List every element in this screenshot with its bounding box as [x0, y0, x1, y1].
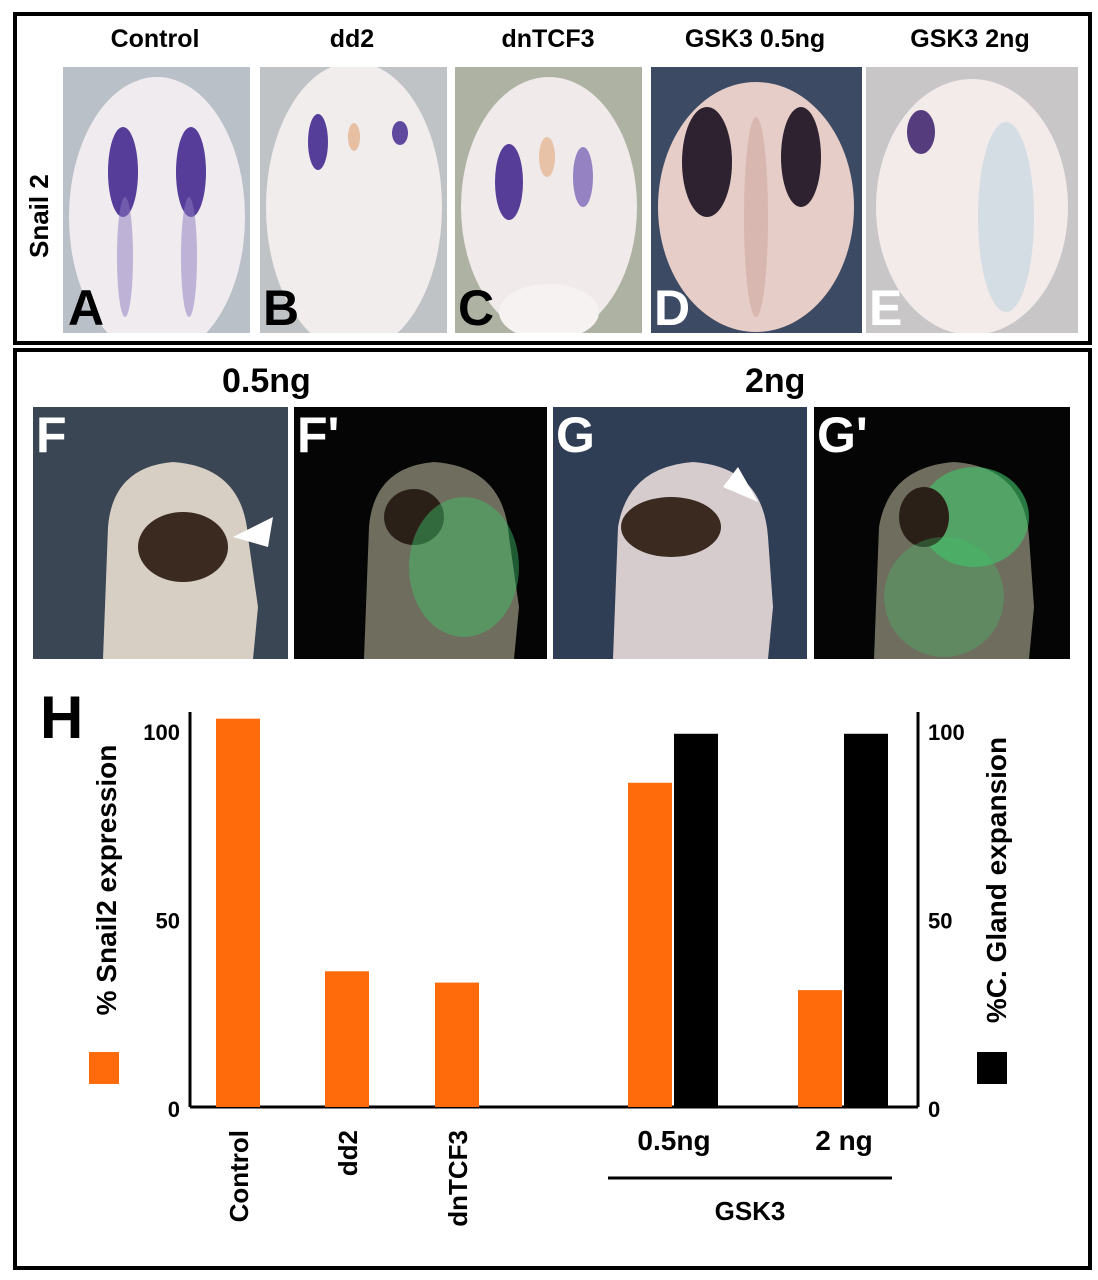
legend-swatch-gland	[977, 1052, 1007, 1084]
tile-letter-c: C	[458, 280, 495, 333]
y-label-right: %C. Gland expansion	[981, 737, 1012, 1023]
embryo-image-a: A	[63, 67, 250, 333]
tile-letter-g-prime: G'	[817, 407, 868, 463]
embryo-image-d: D	[651, 67, 862, 333]
y-tick-right-0: 0	[928, 1097, 940, 1122]
tile-letter-f: F	[36, 407, 67, 463]
dose-label-2: 2ng	[745, 362, 806, 400]
y-tick-left-0: 0	[168, 1097, 180, 1122]
embryo-image-e: E	[866, 67, 1078, 333]
col-title-dntcf3: dnTCF3	[501, 25, 595, 53]
x-label-3: 0.5ng	[637, 1125, 710, 1156]
bar-snail2-0	[216, 718, 260, 1107]
y-tick-left-1: 50	[156, 909, 180, 934]
tadpole-image-g-prime: G'	[814, 407, 1070, 659]
tile-letter-d: D	[654, 280, 691, 333]
x-label-0: Control	[224, 1130, 254, 1222]
y-tick-right-1: 50	[928, 909, 952, 934]
embryo-image-c: C	[455, 67, 642, 333]
tadpole-image-f: F	[33, 407, 288, 659]
bar-gland-4	[844, 733, 888, 1107]
chart-letter: H	[40, 684, 83, 751]
bar-snail2-3	[628, 782, 672, 1107]
tile-letter-f-prime: F'	[297, 407, 340, 463]
legend-swatch-snail2	[89, 1052, 119, 1084]
panel-bottom	[13, 348, 1092, 1270]
tile-letter-g: G	[556, 407, 595, 463]
y-tick-left-2: 100	[143, 720, 180, 745]
x-label-1: dd2	[333, 1130, 363, 1176]
y-label-left: % Snail2 expression	[91, 745, 122, 1016]
bar-snail2-1	[325, 971, 369, 1107]
x-label-2: dnTCF3	[443, 1130, 473, 1227]
col-title-gsk3-05: GSK3 0.5ng	[684, 25, 826, 53]
tadpole-image-g: G	[553, 407, 807, 659]
bar-gland-3	[674, 733, 718, 1107]
x-label-4: 2 ng	[815, 1125, 873, 1156]
tile-letter-e: E	[869, 280, 903, 333]
col-title-control: Control	[110, 25, 200, 53]
panel-top-snail2	[13, 12, 1092, 345]
bar-snail2-4	[798, 990, 842, 1107]
tile-letter-a: A	[68, 280, 105, 333]
col-title-gsk3-2: GSK3 2ng	[910, 25, 1030, 53]
col-title-dd2: dd2	[329, 25, 375, 53]
tadpole-image-f-prime: F'	[294, 407, 547, 659]
dose-label-05: 0.5ng	[222, 362, 311, 400]
y-tick-right-2: 100	[928, 720, 965, 745]
bar-snail2-2	[435, 982, 479, 1107]
group-label: GSK3	[715, 1196, 786, 1226]
embryo-image-b: B	[260, 67, 447, 333]
tile-letter-b: B	[263, 280, 300, 333]
